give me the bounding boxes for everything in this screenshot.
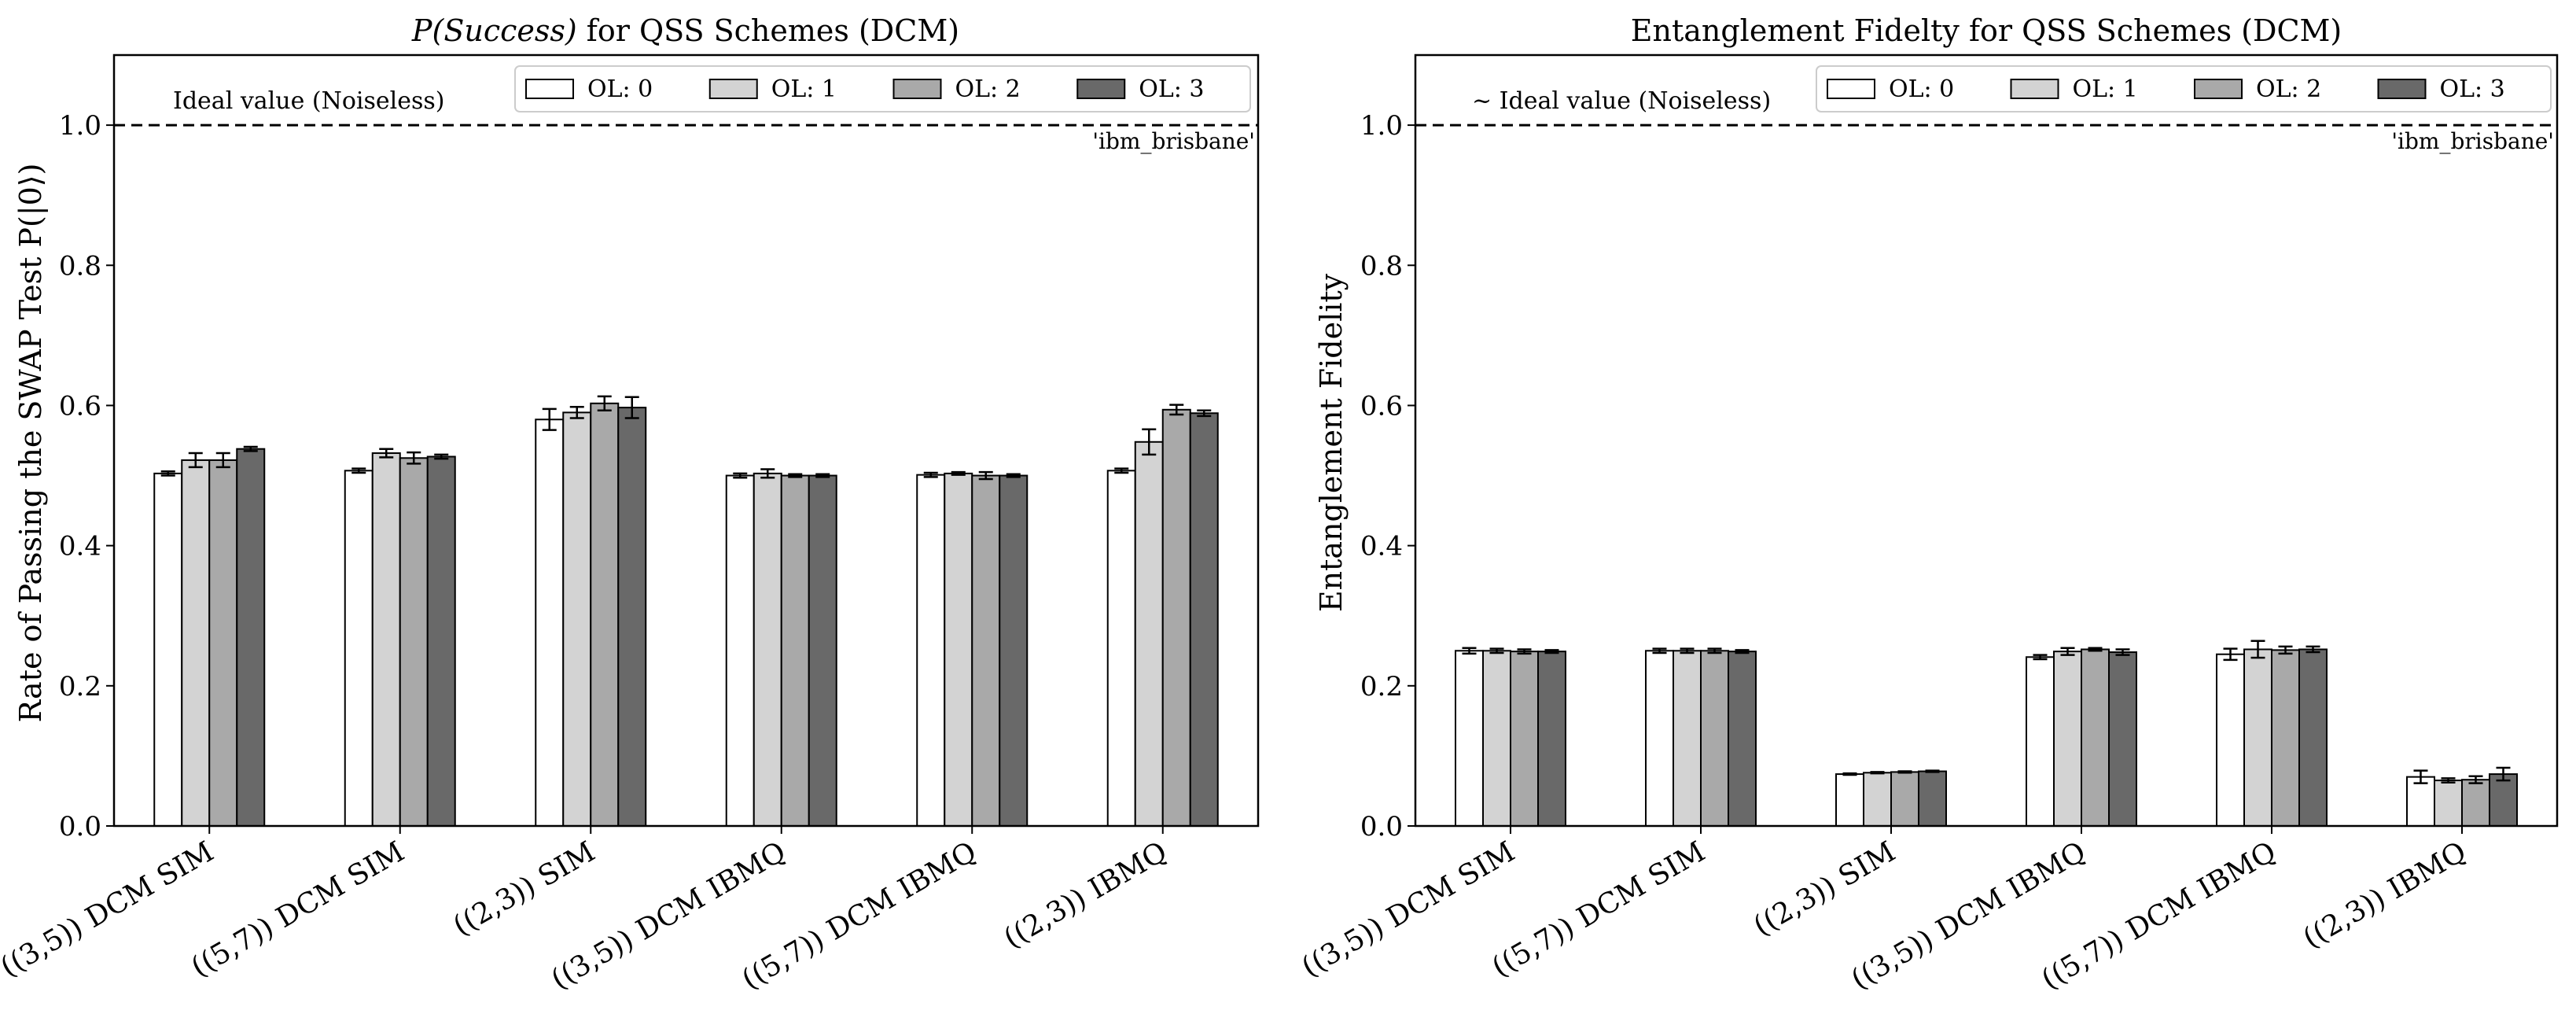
- legend-swatch: [892, 79, 942, 99]
- legend-label: OL: 1: [2073, 76, 2138, 103]
- y-tick-label: 0.8: [59, 250, 101, 282]
- bar: [617, 407, 647, 827]
- legend-swatch: [1076, 79, 1126, 99]
- bar: [535, 418, 565, 827]
- legend-label: OL: 2: [955, 76, 1021, 103]
- legend-label: OL: 3: [2440, 76, 2505, 103]
- legend-label: OL: 0: [587, 76, 653, 103]
- bar: [1510, 651, 1539, 827]
- bar: [1161, 408, 1191, 827]
- bar: [153, 472, 183, 827]
- chart-title: Entanglement Fidelty for QSS Schemes (DC…: [1631, 13, 2342, 48]
- bar: [1106, 470, 1136, 827]
- bar: [2434, 780, 2463, 827]
- legend-label: OL: 2: [2256, 76, 2321, 103]
- y-tick-label: 0.6: [1360, 390, 1403, 422]
- bar: [1189, 412, 1219, 827]
- bar: [1455, 650, 1484, 827]
- bar: [1134, 441, 1164, 827]
- bar: [1673, 650, 1702, 827]
- backend-label: 'ibm_brisbane': [2391, 128, 2554, 154]
- bar: [2081, 648, 2110, 827]
- legend-swatch: [2377, 79, 2427, 99]
- bar: [1890, 771, 1919, 828]
- bar: [426, 455, 456, 827]
- bar: [1918, 770, 1947, 827]
- bar: [399, 457, 429, 827]
- chart-title: P(Success) for QSS Schemes (DCM): [411, 13, 959, 48]
- y-axis-label: Rate of Passing the SWAP Test P(|0⟩): [13, 164, 48, 723]
- bar: [371, 452, 401, 827]
- bar: [2461, 779, 2490, 828]
- bar: [944, 472, 973, 827]
- bar: [562, 411, 592, 827]
- bar: [2108, 651, 2137, 828]
- legend-label: OL: 3: [1139, 76, 1204, 103]
- legend-swatch: [2194, 79, 2243, 99]
- ideal-line-label: Ideal value (Noiseless): [173, 87, 444, 115]
- legend-swatch: [708, 79, 758, 99]
- y-tick-label: 0.2: [59, 671, 101, 702]
- bar: [181, 459, 211, 827]
- bar: [2026, 656, 2055, 827]
- bar: [1482, 650, 1511, 827]
- bar: [2053, 651, 2082, 827]
- bar: [753, 472, 782, 827]
- legend-swatch: [2010, 79, 2059, 99]
- y-tick-label: 0.0: [59, 811, 101, 842]
- y-tick-label: 0.4: [1360, 531, 1403, 562]
- bar: [999, 474, 1029, 828]
- backend-label: 'ibm_brisbane': [1092, 128, 1255, 154]
- y-tick-label: 0.6: [59, 390, 101, 422]
- legend-swatch: [1827, 79, 1875, 99]
- legend: OL: 0 OL: 1 OL: 2 OL: 3: [514, 65, 1251, 112]
- bar: [1700, 650, 1729, 827]
- y-tick-label: 0.4: [59, 531, 101, 562]
- bar: [916, 474, 946, 827]
- y-axis-label: Entanglement Fidelity: [1314, 273, 1349, 612]
- legend-box: [1816, 65, 2552, 112]
- bar: [2489, 773, 2518, 828]
- y-tick-label: 1.0: [59, 110, 101, 142]
- bar: [2243, 648, 2272, 827]
- y-tick-label: 0.2: [1360, 671, 1403, 702]
- bar: [2271, 649, 2300, 828]
- bar: [780, 474, 810, 828]
- bar: [2298, 648, 2328, 827]
- legend-box: [514, 65, 1251, 112]
- bar: [725, 474, 755, 828]
- bar: [1835, 773, 1864, 828]
- bar: [2216, 653, 2245, 828]
- bar: [1537, 651, 1566, 827]
- y-tick-label: 0.0: [1360, 811, 1403, 842]
- bar: [971, 474, 1001, 828]
- plot-frame: [112, 53, 1260, 828]
- legend: OL: 0 OL: 1 OL: 2 OL: 3: [1816, 65, 2552, 112]
- legend-swatch: [525, 79, 574, 99]
- bar: [1728, 651, 1757, 827]
- bar: [808, 474, 837, 828]
- bar: [344, 470, 374, 827]
- ideal-line-label: ~ Ideal value (Noiseless): [1472, 87, 1771, 115]
- legend-label: OL: 0: [1889, 76, 1954, 103]
- bar: [1863, 772, 1892, 827]
- bar: [236, 448, 266, 827]
- bar: [1645, 650, 1674, 827]
- legend-label: OL: 1: [771, 76, 837, 103]
- y-tick-label: 1.0: [1360, 110, 1403, 142]
- plot-frame: [1414, 53, 2559, 828]
- y-tick-label: 0.8: [1360, 250, 1403, 282]
- bar: [590, 402, 620, 827]
- bar: [2406, 776, 2435, 827]
- bar: [208, 459, 238, 827]
